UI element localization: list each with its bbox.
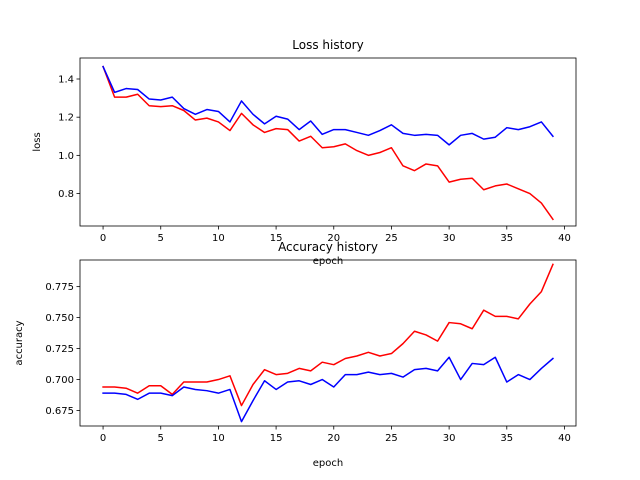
accuracy-x-tick-label: 10 [212,433,225,444]
loss-x-tick-label: 25 [385,233,398,244]
loss-series-group [102,65,554,221]
accuracy-x-tick-label: 35 [500,433,513,444]
accuracy-chart: Accuracy history 0 5 10 15 20 25 30 35 40 0.6750… [14,240,577,469]
loss-x-tick-label: 40 [558,233,571,244]
loss-y-ticks: 0.8 1.0 1.2 1.4 [58,75,80,200]
accuracy-series-line-1 [102,263,554,407]
loss-chart-title: Loss history [292,38,363,52]
loss-x-ticks: 0 5 10 15 20 25 30 35 40 [100,226,571,244]
loss-x-tick-label: 35 [500,233,513,244]
loss-y-axis-label: loss [32,132,43,151]
loss-x-tick-label: 10 [212,233,225,244]
accuracy-y-tick-label: 0.700 [45,375,74,386]
accuracy-series-group [102,263,554,423]
loss-y-tick-label: 1.4 [58,75,74,86]
accuracy-axes-frame [79,259,577,427]
accuracy-y-tick-label: 0.750 [45,313,74,324]
accuracy-x-ticks: 0 5 10 15 20 25 30 35 40 [100,426,571,444]
accuracy-x-tick-label: 0 [100,433,106,444]
accuracy-x-tick-label: 20 [327,433,340,444]
accuracy-x-tick-label: 30 [443,433,456,444]
accuracy-x-tick-label: 40 [558,433,571,444]
accuracy-series-line-2 [102,356,554,423]
accuracy-y-axis-label: accuracy [14,320,25,365]
accuracy-chart-title: Accuracy history [278,240,378,254]
accuracy-x-axis-label: epoch [313,458,343,469]
loss-y-tick-label: 0.8 [58,189,74,200]
loss-series-line-2 [102,65,554,146]
accuracy-y-tick-label: 0.675 [45,406,74,417]
loss-x-tick-label: 20 [327,233,340,244]
loss-x-axis-label: epoch [313,256,343,267]
accuracy-y-ticks: 0.675 0.700 0.725 0.750 0.775 [45,282,80,417]
accuracy-x-tick-label: 15 [270,433,283,444]
accuracy-x-tick-label: 5 [158,433,164,444]
loss-series-line-1 [102,65,554,221]
accuracy-y-tick-label: 0.775 [45,282,74,293]
loss-x-tick-label: 5 [158,233,164,244]
loss-chart: Loss history 0 5 10 15 20 25 30 35 40 0.8 1.0 1.2 1… [32,38,577,267]
loss-axes-frame [79,57,577,227]
accuracy-x-tick-label: 25 [385,433,398,444]
loss-x-tick-label: 15 [270,233,283,244]
accuracy-y-tick-label: 0.725 [45,344,74,355]
loss-y-tick-label: 1.0 [58,151,74,162]
loss-x-tick-label: 30 [443,233,456,244]
loss-x-tick-label: 0 [100,233,106,244]
loss-y-tick-label: 1.2 [58,113,74,124]
